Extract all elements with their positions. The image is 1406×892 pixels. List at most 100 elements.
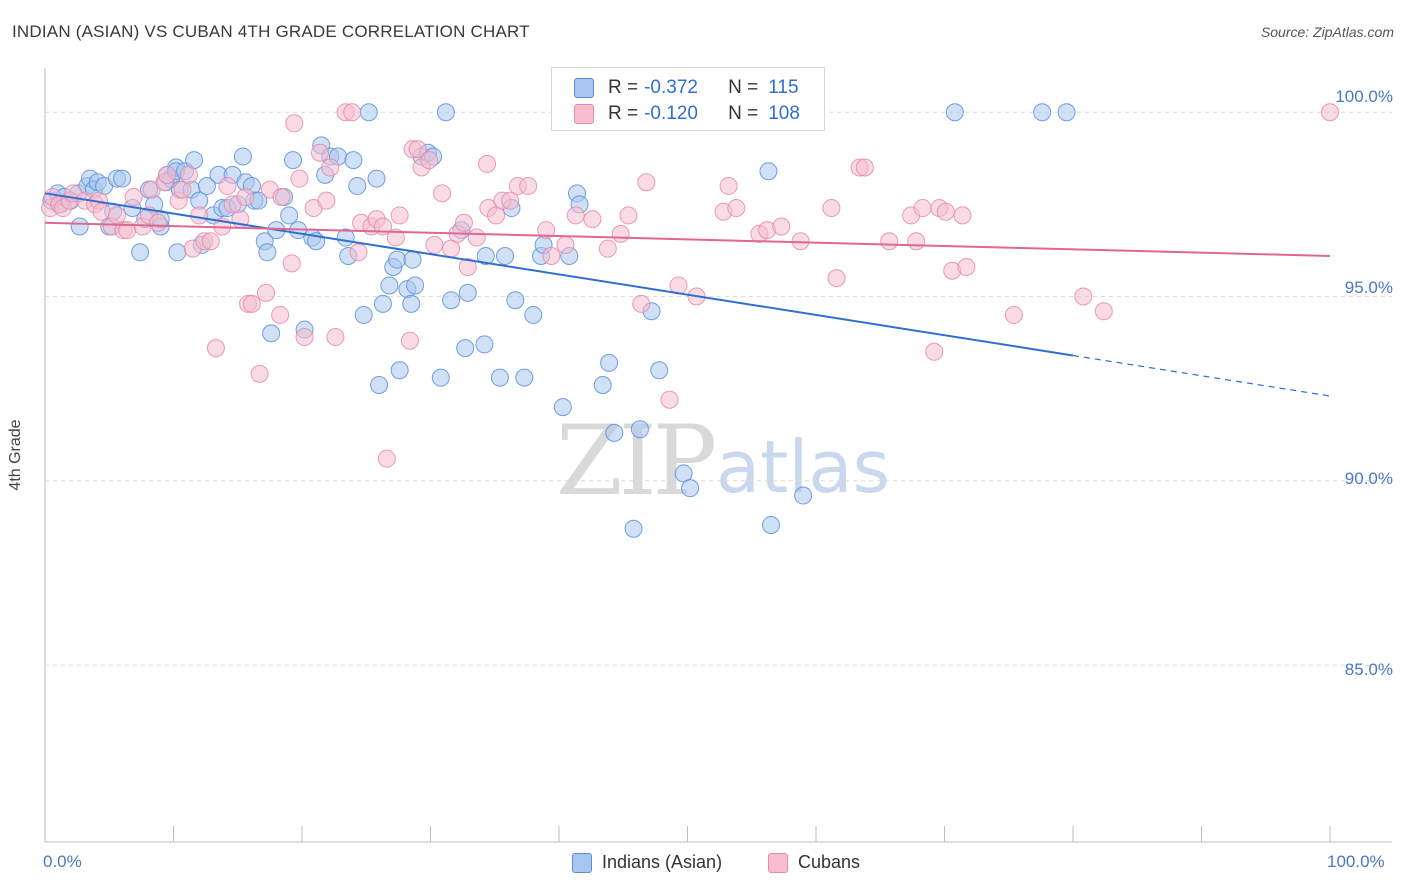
chart-title: INDIAN (ASIAN) VS CUBAN 4TH GRADE CORREL… [12,22,530,41]
data-point [542,246,561,265]
data-point [619,206,638,225]
legend-label-indians: Indians (Asian) [602,852,723,872]
data-point [388,250,407,269]
data-point [506,291,525,310]
data-point [611,224,630,243]
data-point [624,519,643,538]
data-point [179,165,198,184]
data-point [822,199,841,218]
data-point [855,158,874,177]
r-label: R = [608,77,639,98]
data-point [637,173,656,192]
n-value-cubans: 108 [768,103,800,124]
data-point [206,339,225,358]
data-point [233,147,252,166]
data-point [515,368,534,387]
y-tick-95: 95.0% [1344,278,1393,297]
data-point [272,188,291,206]
data-point [880,232,899,251]
data-point [650,361,669,380]
trend-line [44,221,1331,257]
y-axis-label: 4th Grade [7,419,24,491]
data-point [242,294,261,313]
data-point [772,217,791,236]
data-point [390,206,409,225]
legend-swatch-cubans [768,852,788,873]
n-label: N = [728,103,759,124]
data-point [403,250,422,269]
data-point [436,103,455,122]
data-point [284,151,303,170]
data-point [344,151,363,170]
data-point [431,368,450,387]
y-tick-85: 85.0% [1344,660,1393,679]
data-point [250,364,269,383]
data-point [957,258,976,277]
data-point [70,217,89,236]
data-point [113,169,132,188]
data-point [660,390,679,409]
data-point [925,342,944,361]
legend-item-indians[interactable]: Indians (Asian) [572,852,722,873]
legend-swatch-cubans [574,104,594,124]
n-value-indians: 115 [768,77,799,98]
x-tick-100: 100.0% [1327,852,1385,871]
data-point [478,154,497,173]
y-tick-100: 100.0% [1335,87,1393,106]
data-point [1033,103,1052,122]
data-point [168,243,187,262]
data-point [257,283,276,302]
data-point [598,239,617,258]
data-point [913,199,932,218]
data-point [605,423,624,442]
data-point [425,235,444,254]
data-point [420,151,439,170]
data-point [285,114,304,133]
data-point [321,158,340,177]
data-point [124,188,143,206]
data-point [719,176,738,195]
data-point [390,361,409,380]
data-point [359,103,378,122]
data-point [496,246,515,265]
data-point [632,294,651,313]
data-point [258,243,277,262]
data-point [537,221,556,240]
data-point [380,276,399,295]
stats-legend: R = -0.372 N = 115 R = -0.120 N = 108 [551,67,825,131]
data-point [953,206,972,225]
data-point [945,103,964,122]
data-point [271,305,290,324]
data-point [583,210,602,229]
data-point [907,232,926,251]
data-point [1321,103,1339,122]
data-point [524,305,543,324]
data-point [600,353,619,372]
data-point [458,283,477,302]
r-value-indians: -0.372 [644,77,698,98]
data-point [827,269,846,288]
data-point [475,335,494,354]
data-point [290,169,309,188]
data-point [458,258,477,277]
data-point [236,188,255,206]
data-point [1004,305,1023,324]
legend-item-cubans[interactable]: Cubans [768,852,860,873]
trend-line-dashed [1072,354,1331,397]
data-point [501,191,520,210]
data-point [190,206,209,225]
data-point [295,328,314,347]
data-point [456,339,475,358]
data-point [727,199,746,218]
data-point [218,176,237,195]
r-value-cubans: -0.120 [644,103,698,124]
data-point [373,294,392,313]
data-point [131,243,150,262]
data-point [593,375,612,394]
data-point [519,176,538,195]
legend-row-cubans: R = -0.120 N = 108 [574,102,800,126]
trend-line-solid [44,192,1074,357]
data-point [149,213,168,232]
data-point [442,291,461,310]
data-point [370,375,389,394]
